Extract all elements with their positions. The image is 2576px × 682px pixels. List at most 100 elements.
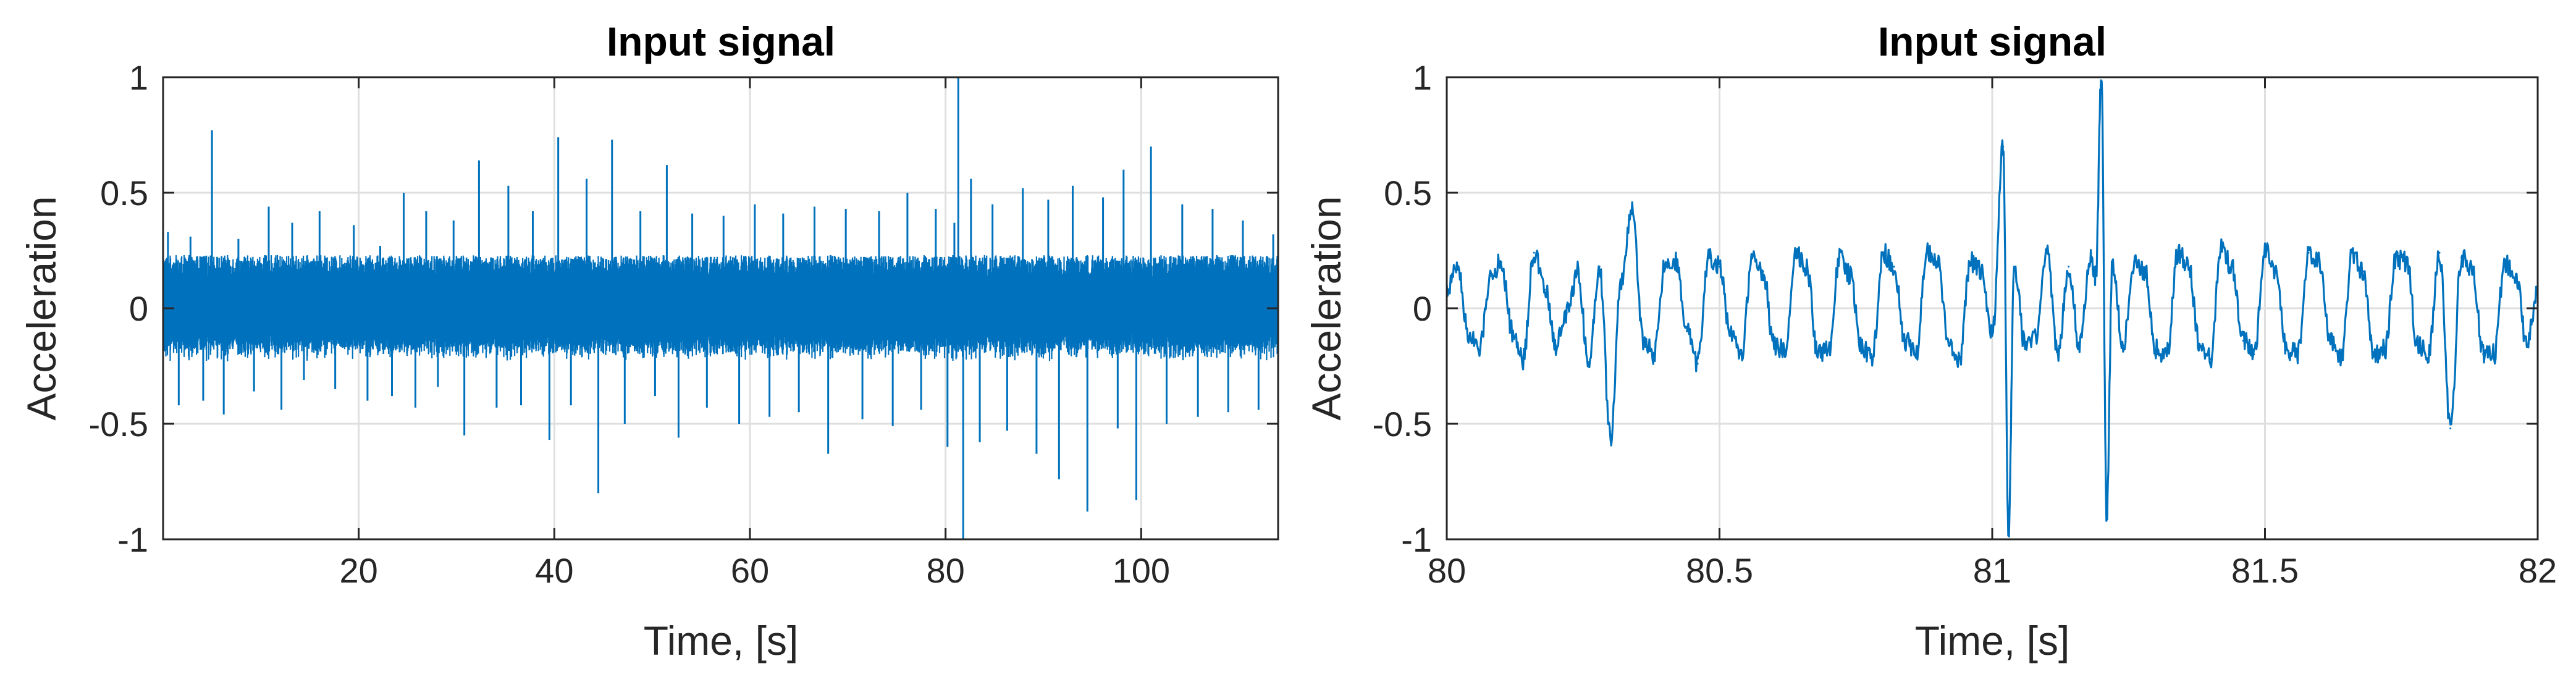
right-chart: Input signal 80 80.5 81 81.5 82 -1-0.500.51 … <box>1303 19 2557 663</box>
right-signal-point-100 <box>2504 261 2506 263</box>
right-signal-point-21 <box>1675 261 1677 263</box>
right-signal-point-48 <box>1969 261 1972 263</box>
right-signal-point-59 <box>2078 344 2081 347</box>
right-signal-point-9 <box>1544 288 1546 291</box>
right-signal-point-86 <box>2351 251 2354 254</box>
right-signal-line <box>1447 79 2538 537</box>
right-signal-point-43 <box>1914 353 1917 356</box>
right-signal-point-28 <box>1751 256 1753 259</box>
right-signal-point-77 <box>2253 353 2255 356</box>
left-plot-area <box>163 77 1278 539</box>
right-signal-point-32 <box>1795 251 1797 254</box>
right-y-tick-label-0: -1 <box>1401 520 1432 559</box>
right-y-tick-label-3: 0.5 <box>1384 174 1432 213</box>
right-signal-point-26 <box>1729 335 1732 337</box>
right-signal-point-66 <box>2133 261 2136 263</box>
right-signal-point-93 <box>2427 353 2430 356</box>
right-y-tick-label-1: -0.5 <box>1373 405 1433 444</box>
right-signal-point-61 <box>2095 275 2097 277</box>
right-signal-point-1 <box>1457 266 1459 268</box>
right-signal-point-40 <box>1882 251 1884 254</box>
right-x-tick-label-4: 82 <box>2519 551 2557 590</box>
right-signal-point-8 <box>1533 251 1535 254</box>
right-signal-point-83 <box>2318 261 2321 263</box>
right-signal-point-68 <box>2155 348 2157 351</box>
right-signal-point-54 <box>2024 344 2026 347</box>
right-signal-point-71 <box>2187 266 2190 268</box>
right-y-axis-title: Acceleration <box>1303 196 1349 420</box>
right-signal-point-95 <box>2449 427 2452 429</box>
right-signal-point-23 <box>1696 363 1699 365</box>
right-signal-point-14 <box>1598 266 1601 268</box>
right-signal-point-67 <box>2144 270 2146 272</box>
right-signal-point-56 <box>2045 247 2048 250</box>
left-chart-title: Input signal <box>607 19 835 64</box>
left-x-tick-label-1: 40 <box>535 551 573 590</box>
right-signal-point-80 <box>2286 348 2288 351</box>
right-signal-point-81 <box>2296 353 2299 356</box>
right-x-tick-label-3: 81.5 <box>2231 551 2299 590</box>
right-y-tick-label-4: 1 <box>1413 58 1432 97</box>
left-x-tick-label-3: 80 <box>927 551 965 590</box>
left-x-tick-labels: 20 40 60 80 100 <box>340 551 1171 590</box>
right-signal-point-65 <box>2122 344 2124 347</box>
left-y-axis-title: Acceleration <box>19 196 64 420</box>
right-signal-point-101 <box>2515 275 2517 277</box>
right-signal-point-99 <box>2493 353 2495 356</box>
right-signal-point-36 <box>1838 256 1841 259</box>
right-signal-point-10 <box>1555 344 1557 347</box>
right-signal-point-25 <box>1719 266 1720 268</box>
right-signal-point-4 <box>1489 275 1492 277</box>
left-y-tick-label-2: 0 <box>129 289 148 328</box>
left-y-tick-label-4: 1 <box>129 58 148 97</box>
right-signal-point-18 <box>1642 339 1644 342</box>
right-signal-point-63 <box>2105 515 2108 518</box>
right-signal-point-94 <box>2438 251 2441 254</box>
right-signal-point-16 <box>1620 279 1623 282</box>
right-gridlines <box>1447 77 2538 539</box>
right-signal-point-74 <box>2220 247 2223 250</box>
right-signal-point-79 <box>2275 270 2277 272</box>
right-signal-point-60 <box>2089 256 2092 259</box>
right-signal-point-73 <box>2209 358 2212 360</box>
right-signal-point-96 <box>2460 256 2462 259</box>
right-signal-point-58 <box>2068 266 2070 268</box>
right-signal-point-97 <box>2471 266 2473 268</box>
right-signal-point-13 <box>1588 363 1590 365</box>
right-signal-point-3 <box>1478 348 1481 351</box>
right-signal-point-31 <box>1783 348 1786 351</box>
right-signal-point-69 <box>2166 353 2168 356</box>
right-signal-point-27 <box>1740 353 1743 356</box>
left-y-tick-label-1: -0.5 <box>89 405 149 444</box>
left-signal-group <box>163 77 1278 539</box>
right-signal-point-92 <box>2417 344 2419 347</box>
right-x-tick-label-0: 80 <box>1428 551 1466 590</box>
right-signal-point-84 <box>2329 339 2331 342</box>
right-signal-point-46 <box>1947 344 1950 347</box>
right-signal-point-57 <box>2056 353 2059 356</box>
right-signal-point-38 <box>1860 344 1863 347</box>
right-signal-point-70 <box>2176 251 2179 254</box>
right-signal-point-19 <box>1653 353 1656 356</box>
right-signal-point-30 <box>1773 344 1775 347</box>
right-chart-title: Input signal <box>1878 19 2107 64</box>
right-signal-point-76 <box>2242 339 2244 342</box>
right-signal-point-102 <box>2525 344 2528 347</box>
left-y-tick-labels: -1 -0.5 0 0.5 1 <box>89 58 149 559</box>
right-signal-point-85 <box>2340 358 2342 360</box>
right-signal-point-35 <box>1827 348 1830 351</box>
right-signal-point-72 <box>2199 344 2201 347</box>
right-signal-point-7 <box>1522 358 1525 360</box>
right-signal-point-37 <box>1849 275 1851 277</box>
right-signal-point-49 <box>1980 270 1982 272</box>
right-signal-point-78 <box>2264 247 2266 250</box>
left-signal-band <box>163 255 1278 362</box>
right-signal-point-41 <box>1893 266 1895 268</box>
right-signal-point-20 <box>1664 266 1666 268</box>
right-signal-point-47 <box>1958 358 1961 360</box>
right-signal-point-90 <box>2394 256 2397 259</box>
right-x-tick-labels: 80 80.5 81 81.5 82 <box>1428 551 2557 590</box>
right-signal-point-53 <box>2013 266 2015 268</box>
